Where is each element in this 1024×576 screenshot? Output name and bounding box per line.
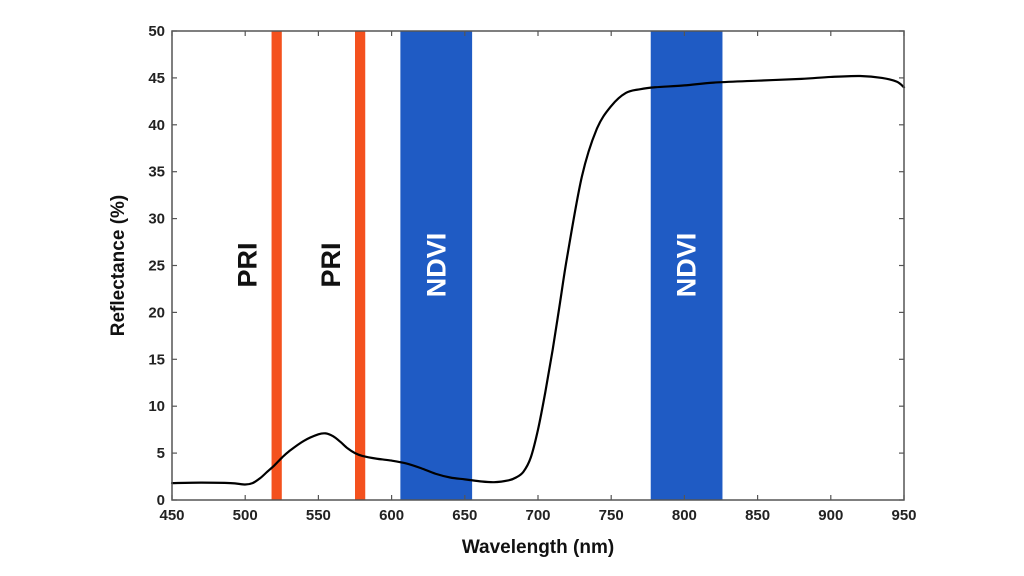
y-tick-label: 45 <box>148 70 165 87</box>
y-tick-label: 30 <box>148 211 165 228</box>
x-tick-label: 600 <box>379 507 404 524</box>
y-tick-label: 15 <box>148 351 165 368</box>
bands-layer <box>271 31 723 500</box>
band-label-pri-2: PRI <box>316 242 346 287</box>
y-tick-label: 10 <box>148 398 165 415</box>
series-line-1 <box>170 74 906 486</box>
y-tick-label: 50 <box>148 23 165 40</box>
y-tick-label: 5 <box>157 445 165 462</box>
x-tick-label: 550 <box>306 507 331 524</box>
y-axis-title: Reflectance (%) <box>108 195 129 337</box>
x-tick-label: 950 <box>891 507 916 524</box>
band-ndvi-4 <box>650 31 723 500</box>
x-tick-label: 500 <box>233 507 258 524</box>
x-tick-label: 650 <box>452 507 477 524</box>
line-layer <box>170 74 906 486</box>
y-tick-label: 20 <box>148 304 165 321</box>
x-tick-label: 900 <box>818 507 843 524</box>
y-tick-label: 40 <box>148 117 165 134</box>
band-pri-1 <box>271 31 282 500</box>
band-label-ndvi-3: NDVI <box>421 233 451 298</box>
x-axis-title: Wavelength (nm) <box>462 537 614 558</box>
x-tick-label: 750 <box>599 507 624 524</box>
band-ndvi-3 <box>400 31 473 500</box>
band-label-pri-1: PRI <box>233 242 263 287</box>
x-tick-label: 800 <box>672 507 697 524</box>
x-tick-label: 850 <box>745 507 770 524</box>
y-tick-label: 35 <box>148 164 165 181</box>
band-labels-layer: PRI PRI NDVI NDVI <box>233 233 702 298</box>
band-label-ndvi-4: NDVI <box>672 233 702 298</box>
ticks-layer: 450 500 550 600 650 700 750 800 850 900 950 0 5 10 15 2… <box>148 23 916 524</box>
x-tick-label: 700 <box>525 507 550 524</box>
y-tick-label: 0 <box>157 492 165 509</box>
x-tick-label: 450 <box>159 507 184 524</box>
y-tick-label: 25 <box>148 258 165 275</box>
band-pri-2 <box>355 31 366 500</box>
